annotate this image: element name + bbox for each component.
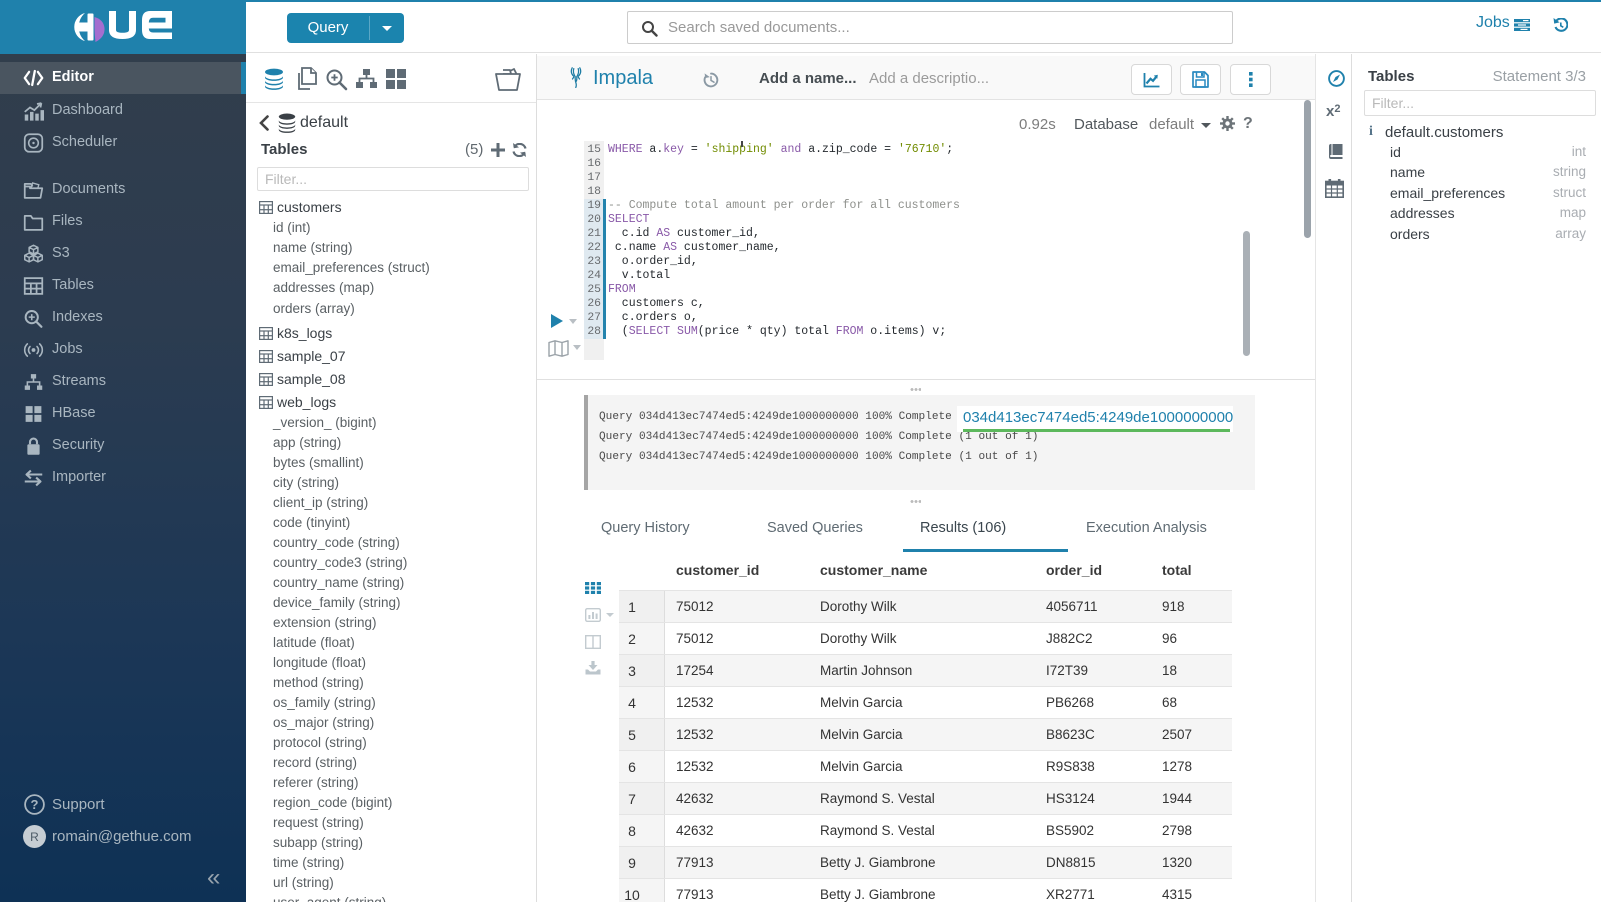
svg-text:?: ? [31,797,39,812]
svg-text:R: R [30,830,39,844]
